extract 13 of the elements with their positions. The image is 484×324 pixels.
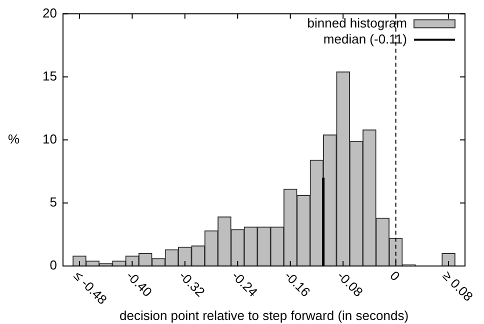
y-axis-title: % [8,131,20,146]
x-tick-label: -0.40 [124,268,156,300]
y-tick-label: 20 [42,5,57,20]
x-tick-label: 0 [387,268,403,284]
y-tick-label: 5 [50,194,57,210]
x-axis-title: decision point relative to step forward (in seconds) [119,308,409,323]
x-tick-label: -0.16 [282,268,314,300]
y-tick-label: 0 [50,258,57,273]
y-tick-label: 15 [42,68,57,84]
legend-label: median (-0.11) [323,31,407,46]
legend-label: binned histogram [307,15,407,30]
y-tick-label: 10 [42,131,57,146]
x-tick-label: ≥ 0.08 [440,268,476,304]
